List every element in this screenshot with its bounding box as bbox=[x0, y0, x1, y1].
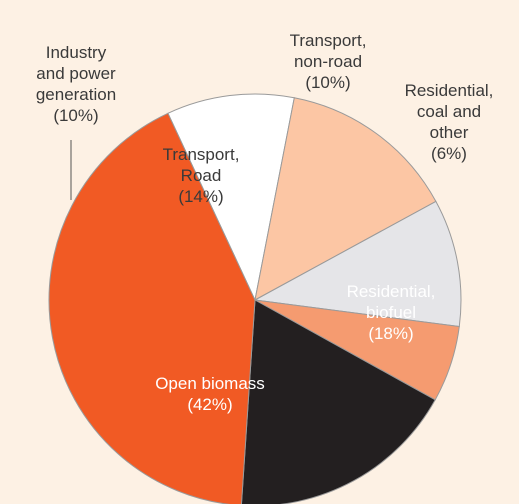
slice-label-transport-road: Transport, Road (14%) bbox=[162, 145, 240, 206]
pie-slice-transport-non-road bbox=[253, 200, 462, 328]
slice-label-industry: Industry and power generation (10%) bbox=[35, 43, 117, 125]
pie-slice-residential-biofuel bbox=[240, 299, 436, 504]
slice-label-open-biomass: Open biomass (42%) bbox=[155, 374, 265, 414]
pie-slice-open-biomass bbox=[48, 112, 256, 504]
slice-label-transport-non-road: Transport, non-road (10%) bbox=[289, 31, 367, 92]
slice-label-residential-coal: Residential, coal and other (6%) bbox=[404, 81, 494, 163]
pie-slice-transport-road bbox=[254, 97, 437, 301]
pie-slice-industry bbox=[167, 93, 295, 302]
slice-label-residential-biofuel: Residential, biofuel (18%) bbox=[346, 282, 436, 343]
